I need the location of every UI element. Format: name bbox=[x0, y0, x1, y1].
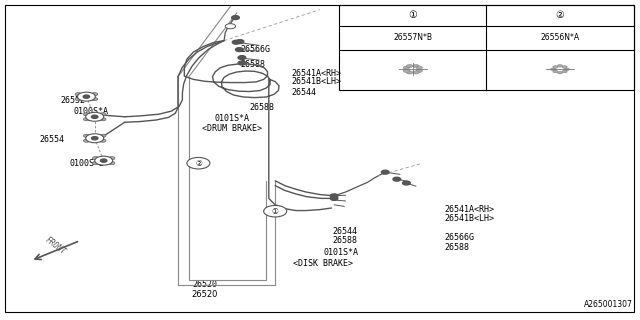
Text: 26588: 26588 bbox=[250, 103, 275, 112]
Text: 26541B<LH>: 26541B<LH> bbox=[445, 214, 495, 223]
Text: 26556N*A: 26556N*A bbox=[540, 33, 580, 42]
Circle shape bbox=[92, 98, 98, 101]
Circle shape bbox=[109, 156, 115, 160]
Text: 26544: 26544 bbox=[291, 88, 316, 97]
Circle shape bbox=[83, 134, 90, 137]
Text: 0101S*A: 0101S*A bbox=[323, 248, 358, 257]
Text: 26554: 26554 bbox=[40, 135, 65, 144]
Circle shape bbox=[83, 113, 90, 116]
Circle shape bbox=[393, 177, 401, 181]
Circle shape bbox=[92, 92, 98, 96]
Bar bbox=[339, 5, 634, 90]
Text: <DISK BRAKE>: <DISK BRAKE> bbox=[293, 259, 353, 268]
Circle shape bbox=[557, 71, 563, 74]
Circle shape bbox=[92, 137, 98, 140]
Circle shape bbox=[92, 162, 99, 165]
Text: 26520: 26520 bbox=[191, 290, 218, 299]
Circle shape bbox=[187, 157, 210, 169]
Circle shape bbox=[86, 112, 104, 121]
Circle shape bbox=[109, 162, 115, 165]
Text: 26588: 26588 bbox=[240, 60, 265, 68]
Text: 26541B<LH>: 26541B<LH> bbox=[291, 77, 341, 86]
Circle shape bbox=[100, 159, 107, 162]
Text: ①: ① bbox=[408, 11, 417, 20]
Circle shape bbox=[83, 139, 90, 142]
Circle shape bbox=[557, 65, 563, 67]
Text: 26544: 26544 bbox=[333, 227, 358, 236]
Circle shape bbox=[403, 69, 410, 72]
Text: 26588: 26588 bbox=[333, 236, 358, 245]
Circle shape bbox=[100, 113, 106, 116]
Circle shape bbox=[232, 40, 240, 44]
Circle shape bbox=[236, 48, 243, 52]
Circle shape bbox=[416, 69, 422, 72]
Text: A265001307: A265001307 bbox=[584, 300, 632, 309]
Text: 26557N*B: 26557N*B bbox=[394, 33, 432, 42]
Text: 26541A<RH>: 26541A<RH> bbox=[291, 69, 341, 78]
Circle shape bbox=[550, 68, 556, 70]
Circle shape bbox=[562, 66, 567, 68]
Circle shape bbox=[264, 205, 287, 217]
Circle shape bbox=[100, 134, 106, 137]
Circle shape bbox=[564, 68, 570, 70]
Circle shape bbox=[100, 118, 106, 121]
Circle shape bbox=[77, 92, 95, 101]
Text: 26566G: 26566G bbox=[445, 233, 475, 242]
Text: 0100S*B: 0100S*B bbox=[69, 159, 104, 168]
Text: 26552: 26552 bbox=[61, 96, 86, 105]
Circle shape bbox=[83, 95, 90, 98]
Circle shape bbox=[553, 66, 558, 68]
Circle shape bbox=[92, 156, 99, 160]
Circle shape bbox=[225, 24, 236, 29]
Text: 0100S*A: 0100S*A bbox=[74, 107, 109, 116]
Circle shape bbox=[416, 66, 422, 69]
Text: FRONT: FRONT bbox=[44, 236, 68, 257]
Text: 0101S*A: 0101S*A bbox=[214, 114, 250, 123]
Circle shape bbox=[86, 134, 104, 143]
Text: ①: ① bbox=[272, 207, 278, 216]
Circle shape bbox=[75, 92, 81, 96]
Circle shape bbox=[403, 66, 410, 69]
Circle shape bbox=[238, 61, 246, 65]
Circle shape bbox=[232, 16, 239, 20]
Circle shape bbox=[553, 70, 558, 73]
Circle shape bbox=[413, 64, 419, 68]
Text: <DRUM BRAKE>: <DRUM BRAKE> bbox=[202, 124, 262, 132]
Circle shape bbox=[330, 196, 338, 200]
Circle shape bbox=[381, 170, 389, 174]
Text: ②: ② bbox=[195, 159, 202, 168]
Text: 26520: 26520 bbox=[192, 280, 218, 289]
Circle shape bbox=[562, 70, 567, 73]
Text: 26541A<RH>: 26541A<RH> bbox=[445, 205, 495, 214]
Circle shape bbox=[330, 194, 338, 198]
Circle shape bbox=[100, 139, 106, 142]
Circle shape bbox=[75, 98, 81, 101]
Circle shape bbox=[92, 115, 98, 118]
Circle shape bbox=[83, 118, 90, 121]
Text: ②: ② bbox=[556, 11, 564, 20]
Text: 26566G: 26566G bbox=[240, 45, 270, 54]
Text: 26588: 26588 bbox=[445, 243, 470, 252]
Circle shape bbox=[403, 181, 410, 185]
Circle shape bbox=[238, 56, 246, 60]
Circle shape bbox=[95, 156, 113, 165]
Circle shape bbox=[413, 71, 419, 74]
Circle shape bbox=[236, 40, 244, 44]
Circle shape bbox=[406, 64, 413, 68]
Circle shape bbox=[406, 71, 413, 74]
